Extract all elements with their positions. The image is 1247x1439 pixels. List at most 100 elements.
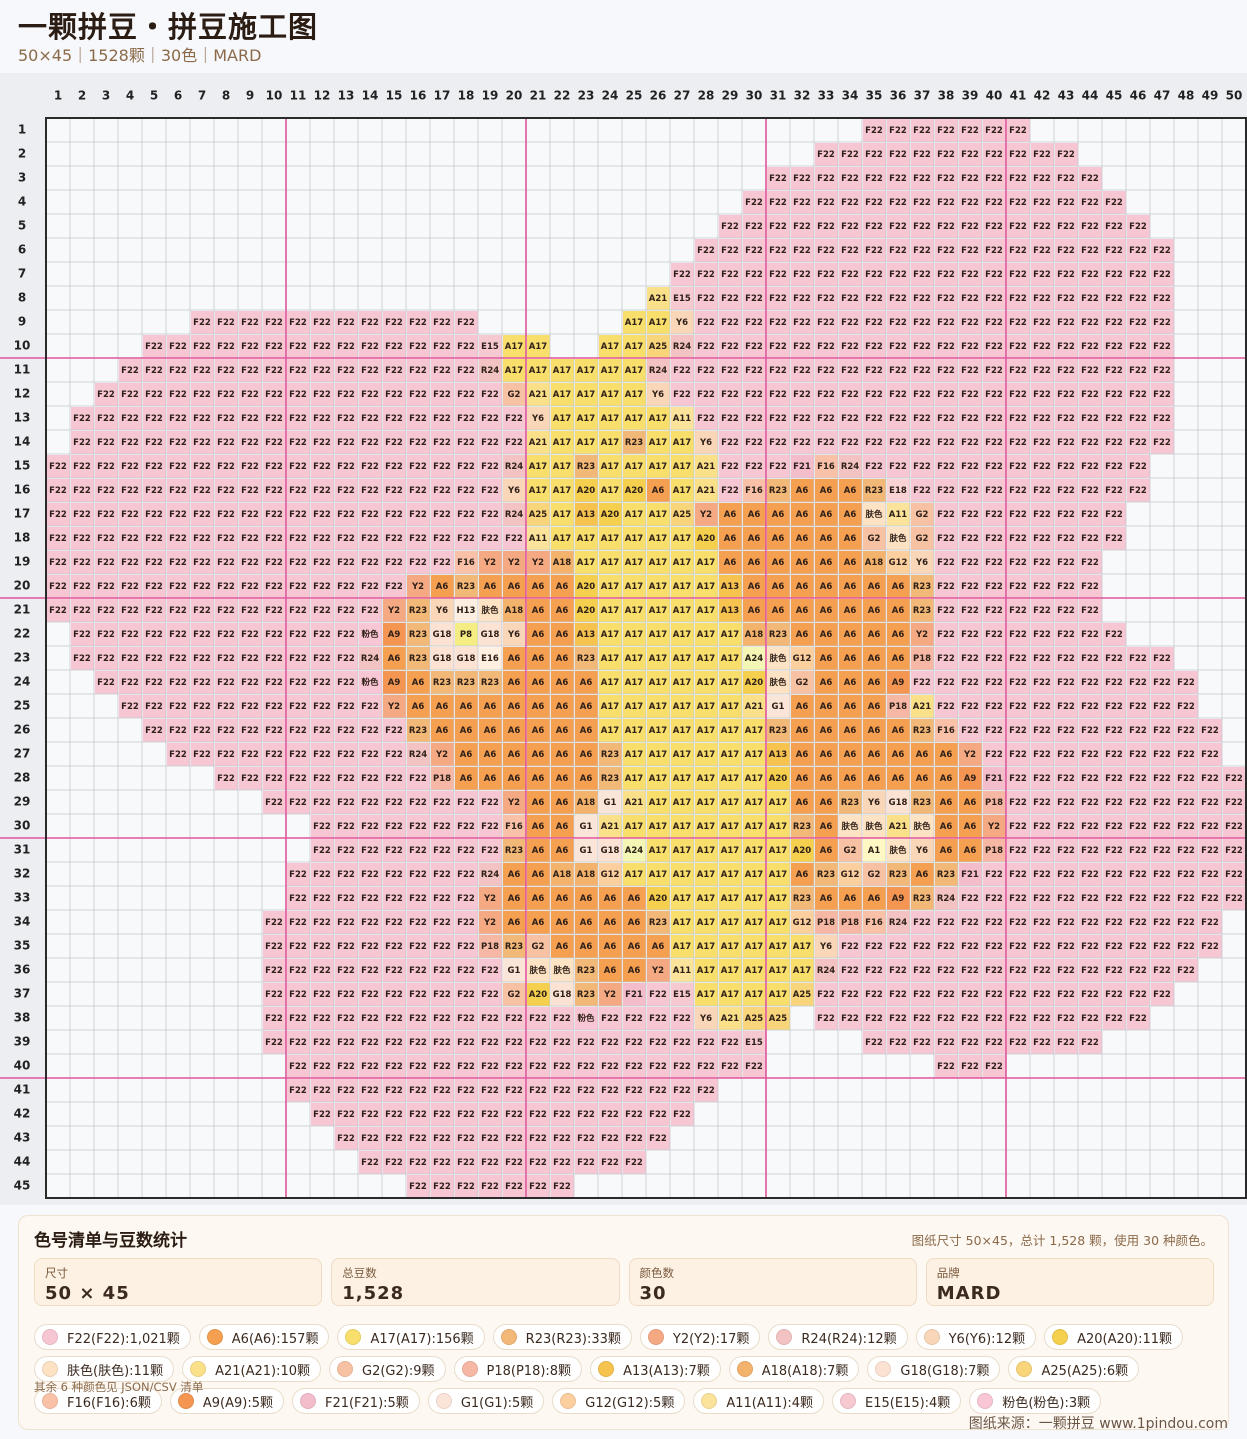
bead-cell (887, 239, 910, 262)
bead-code: F22 (985, 918, 1003, 928)
bead-code: F22 (1009, 294, 1027, 304)
bead-cell (575, 359, 598, 382)
bead-cell (959, 191, 982, 214)
summary-heading: 色号清单与豆数统计 (34, 1231, 187, 1251)
bead-cell (71, 407, 94, 430)
bead-code: F22 (817, 294, 835, 304)
bead-code: F22 (265, 678, 283, 688)
bead-code: F22 (769, 438, 787, 448)
bead-code: F22 (361, 342, 379, 352)
legend-label: 粉色(粉色):3颗 (1002, 1395, 1091, 1411)
bead-cell (551, 455, 574, 478)
bead-cell (839, 551, 862, 574)
bead-code: A17 (697, 750, 715, 760)
bead-cell (239, 719, 262, 742)
bead-cell (959, 479, 982, 502)
bead-cell (1055, 407, 1078, 430)
row-label: 35 (14, 939, 31, 953)
bead-cell (647, 359, 670, 382)
bead-cell (455, 383, 478, 406)
bead-code: F22 (193, 510, 211, 520)
bead-code: F22 (793, 414, 811, 424)
bead-code: A6 (652, 486, 665, 496)
bead-cell (863, 527, 886, 550)
bead-code: R23 (433, 678, 451, 688)
bead-code: F22 (793, 342, 811, 352)
bead-code: F22 (649, 1110, 667, 1120)
bead-code: F22 (625, 1038, 643, 1048)
bead-cell (599, 479, 622, 502)
bead-code: A6 (844, 750, 857, 760)
bead-cell (143, 647, 166, 670)
bead-code: F22 (1225, 798, 1243, 808)
bead-code: F22 (673, 1110, 691, 1120)
bead-code: F22 (625, 1110, 643, 1120)
bead-cell (407, 431, 430, 454)
bead-code: A20 (577, 582, 595, 592)
bead-code: F22 (433, 558, 451, 568)
bead-code: A6 (772, 558, 785, 568)
bead-code: F22 (505, 1134, 523, 1144)
bead-cell (791, 335, 814, 358)
bead-cell (1103, 359, 1126, 382)
bead-code: F22 (1081, 942, 1099, 952)
bead-cell (599, 503, 622, 526)
bead-cell (503, 671, 526, 694)
bead-code: F22 (313, 414, 331, 424)
bead-code: F22 (409, 942, 427, 952)
bead-cell (695, 455, 718, 478)
bead-cell (887, 743, 910, 766)
bead-code: F22 (337, 582, 355, 592)
bead-cell (143, 431, 166, 454)
bead-code: F22 (313, 822, 331, 832)
legend-swatch (299, 1393, 316, 1409)
legend-label: E15(E15):4颗 (865, 1395, 951, 1411)
bead-code: F22 (121, 534, 139, 544)
bead-cell (1055, 623, 1078, 646)
bead-code: A6 (892, 582, 905, 592)
bead-code: A6 (508, 750, 521, 760)
bead-cell (1103, 407, 1126, 430)
bead-cell (911, 311, 934, 334)
bead-code: A6 (460, 702, 473, 712)
bead-code: F22 (1033, 462, 1051, 472)
bead-cell (311, 527, 334, 550)
bead-code: A17 (577, 534, 595, 544)
bead-code: F22 (361, 726, 379, 736)
stat-label: 颜色数 (639, 1266, 675, 1280)
bead-cell (215, 311, 238, 334)
bead-code: A6 (772, 534, 785, 544)
bead-code: F22 (961, 678, 979, 688)
bead-cell (791, 791, 814, 814)
row-label: 11 (14, 363, 31, 377)
bead-code: F22 (457, 462, 475, 472)
bead-code: F22 (1057, 990, 1075, 1000)
bead-cell (287, 503, 310, 526)
bead-cell (1127, 359, 1150, 382)
bead-code: F22 (1057, 438, 1075, 448)
bead-cell (335, 791, 358, 814)
bead-cell (119, 575, 142, 598)
bead-cell (1127, 383, 1150, 406)
bead-code: A17 (553, 390, 571, 400)
bead-code: A9 (892, 678, 905, 688)
bead-code: A17 (697, 990, 715, 1000)
bead-code: F22 (1129, 966, 1147, 976)
bead-code: F22 (265, 750, 283, 760)
bead-code: F22 (385, 1014, 403, 1024)
bead-code: A17 (673, 654, 691, 664)
bead-code: A6 (532, 894, 545, 904)
bead-cell (863, 719, 886, 742)
bead-code: F22 (1009, 246, 1027, 256)
bead-code: F22 (481, 822, 499, 832)
bead-cell (719, 719, 742, 742)
bead-cell (911, 647, 934, 670)
bead-cell (791, 479, 814, 502)
bead-code: F22 (1129, 702, 1147, 712)
bead-code: F22 (289, 1062, 307, 1072)
bead-cell (647, 503, 670, 526)
bead-code: A6 (532, 726, 545, 736)
bead-code: F22 (745, 438, 763, 448)
bead-cell (575, 599, 598, 622)
bead-cell (839, 479, 862, 502)
